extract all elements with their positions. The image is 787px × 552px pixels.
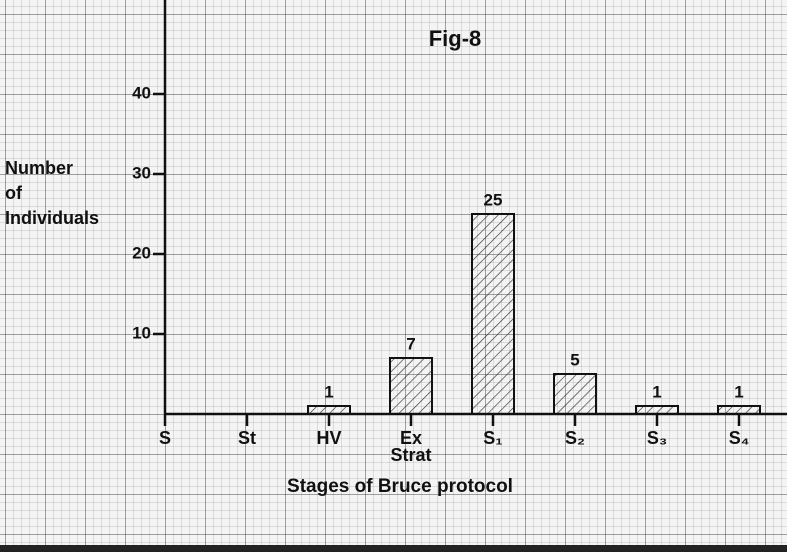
data-label: 1 <box>652 382 661 401</box>
x-tick-label: S <box>158 428 171 448</box>
y-tick-label: 40 <box>132 83 151 102</box>
y-tick-label: 10 <box>132 323 151 342</box>
data-label: 1 <box>324 382 333 401</box>
data-label: 7 <box>406 334 415 353</box>
x-axis-label: Stages of Bruce protocol <box>287 476 513 497</box>
y-tick-label: 30 <box>132 163 151 182</box>
x-tick-label: St <box>238 428 256 448</box>
bar <box>553 373 597 415</box>
y-tick-label: 20 <box>132 243 151 262</box>
bar <box>717 405 761 415</box>
chart-title: Fig-8 <box>429 26 482 51</box>
x-tick-label: S₂ <box>564 428 585 448</box>
x-tick-label: Ex Strat <box>390 428 432 465</box>
x-tick-label: S₄ <box>728 428 750 448</box>
bar <box>635 405 679 415</box>
data-label: 25 <box>484 190 503 209</box>
bar <box>471 213 515 415</box>
bar <box>389 357 433 415</box>
bar <box>307 405 351 415</box>
data-label: 5 <box>570 350 579 369</box>
x-tick-label: S₃ <box>646 428 668 448</box>
y-axis-label: Number of Individuals <box>5 158 100 228</box>
x-tick-label: HV <box>316 428 342 448</box>
data-label: 1 <box>734 382 743 401</box>
x-tick-label: S₁ <box>483 428 503 448</box>
